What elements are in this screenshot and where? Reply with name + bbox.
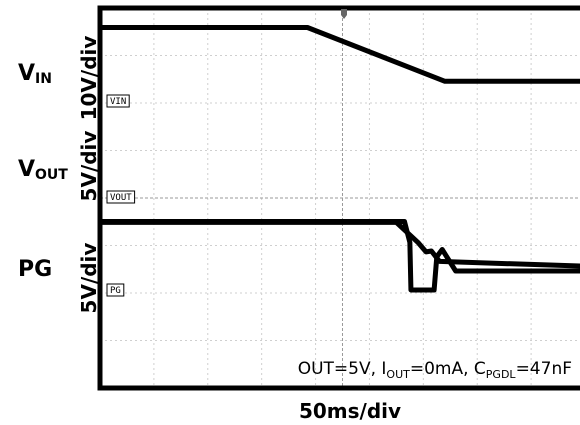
trace-tag-vout: VOUT: [106, 190, 136, 204]
trace-tag-vin: VIN: [106, 94, 130, 108]
svg-text:PG: PG: [110, 286, 121, 296]
trace-vout: [100, 219, 580, 269]
svg-text:VOUT: VOUT: [110, 193, 132, 203]
channel-scale-vout: 5V/div: [77, 131, 101, 202]
x-axis-label: 50ms/div: [299, 399, 401, 423]
channel-scale-vin: 10V/div: [77, 36, 101, 121]
channel-name-vin: VIN: [18, 61, 52, 87]
channel-labels: VIN 10V/div VOUT 5V/div PG 5V/div: [18, 36, 101, 314]
plot-frame: [97, 5, 580, 391]
channel-name-pg: PG: [18, 257, 52, 282]
trace-pg: [100, 219, 580, 293]
channel-name-vout: VOUT: [18, 157, 68, 183]
annotation: OUT=5V, IOUT=0mA, CPGDL=47nF: [298, 359, 572, 381]
grid: [100, 8, 580, 388]
traces: [100, 25, 580, 293]
channel-scale-pg: 5V/div: [77, 243, 101, 314]
trace-tag-pg: PG: [106, 283, 125, 297]
trigger-marker: [341, 9, 347, 19]
svg-text:VIN: VIN: [110, 97, 126, 107]
trace-tags: VIN VOUT PG: [106, 94, 136, 297]
trace-vin: [100, 25, 580, 84]
